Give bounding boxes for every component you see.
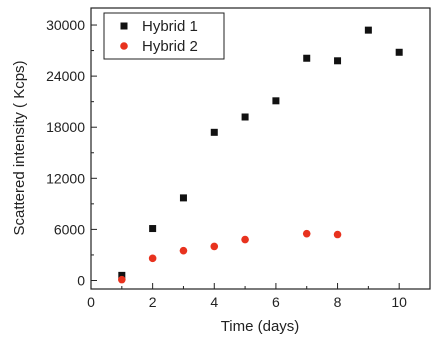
x-tick-label: 8: [334, 294, 342, 310]
y-tick-label: 6000: [54, 221, 85, 237]
legend-marker-circle: [120, 42, 128, 50]
legend-marker-square: [120, 22, 128, 30]
series-1-point: [272, 97, 280, 105]
series-1-point: [364, 26, 372, 34]
y-tick-label: 12000: [46, 170, 85, 186]
series-1-point: [241, 113, 249, 121]
series-1-point: [118, 271, 126, 279]
x-axis-ticks: 0 2 4 6 8 10: [87, 283, 431, 310]
y-tick-label: 30000: [46, 17, 85, 33]
legend-label: Hybrid 2: [142, 38, 198, 55]
series-1-point: [210, 128, 218, 136]
series-2-point: [210, 242, 219, 251]
y-tick-label: 18000: [46, 119, 85, 135]
x-tick-label: 4: [210, 294, 218, 310]
y-axis-label: Scattered intensity ( Kcps): [11, 60, 28, 235]
x-tick-label: 6: [272, 294, 280, 310]
series-2-point: [118, 275, 126, 284]
series-1-point: [303, 54, 311, 62]
series-1-point: [179, 194, 187, 202]
legend: Hybrid 1 Hybrid 2: [103, 12, 225, 60]
y-axis-ticks: 0 6000 12000 18000 24000 30000: [46, 17, 97, 288]
x-tick-label: 0: [87, 294, 95, 310]
series-2-point: [333, 230, 342, 239]
legend-label: Hybrid 1: [142, 18, 198, 35]
y-tick-label: 0: [77, 272, 85, 288]
x-tick-label: 10: [391, 294, 407, 310]
x-axis-label: Time (days): [221, 318, 300, 335]
data-points: [118, 26, 403, 284]
legend-box: [103, 12, 225, 60]
series-2-point: [241, 235, 249, 244]
y-tick-label: 24000: [46, 68, 85, 84]
series-1-point: [149, 225, 157, 233]
plot-frame: [90, 7, 431, 290]
series-1-point: [395, 48, 403, 56]
series-2-point: [179, 246, 188, 255]
series-1-point: [334, 57, 342, 65]
x-tick-label: 2: [149, 294, 157, 310]
series-2-point: [302, 229, 311, 238]
series-2-point: [148, 254, 157, 263]
